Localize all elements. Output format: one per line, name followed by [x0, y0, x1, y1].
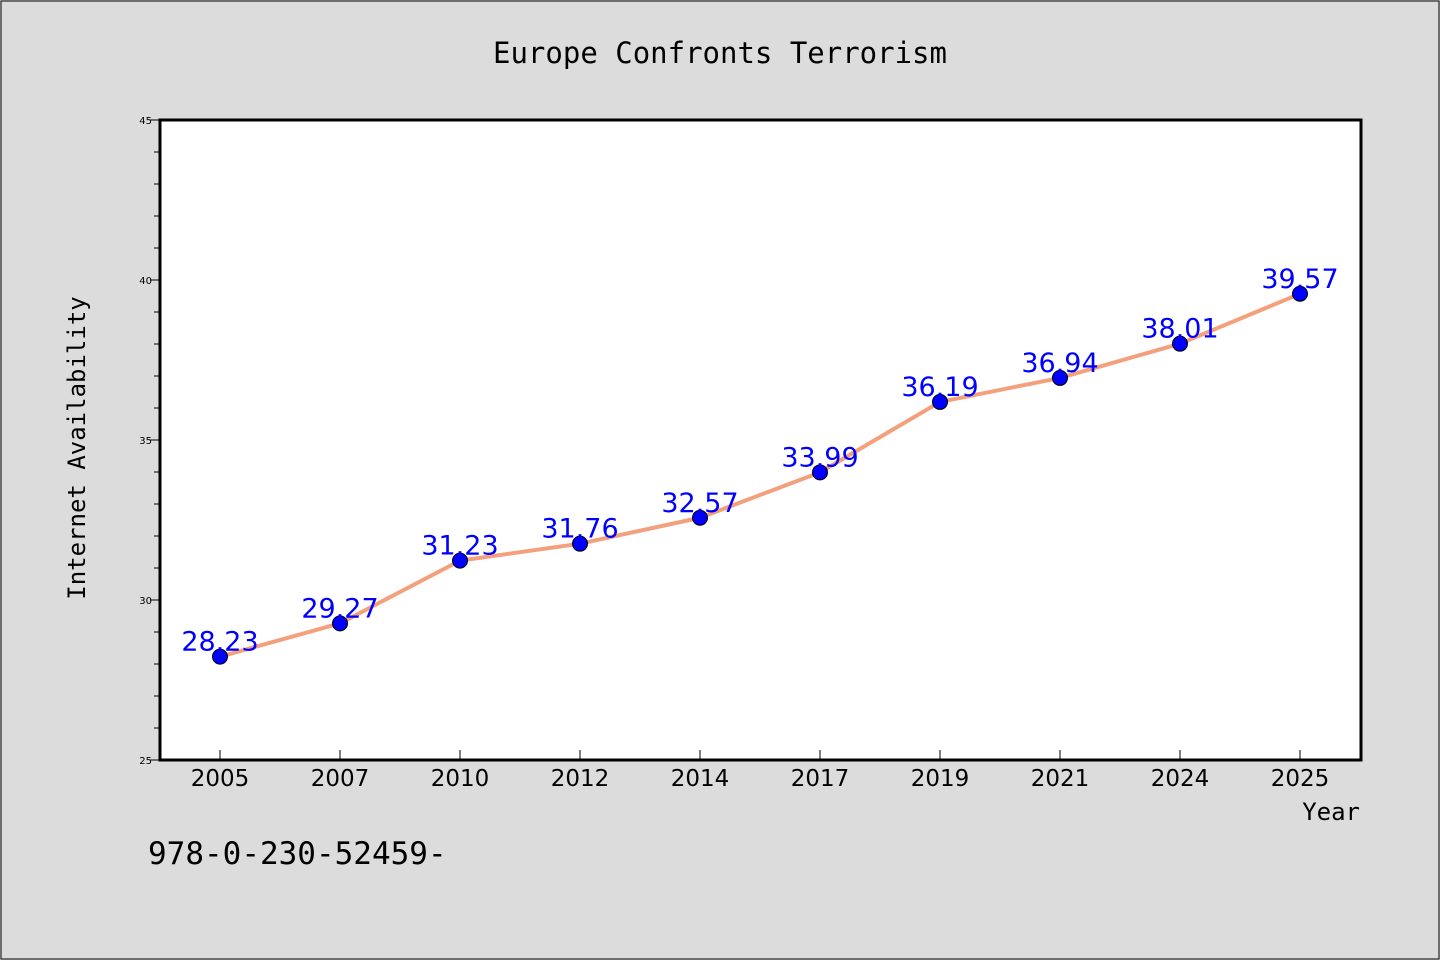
data-point [332, 615, 348, 632]
plot-area [160, 120, 1361, 760]
data-point [212, 648, 228, 665]
plot-frame [158, 118, 1363, 762]
series-line [218, 291, 1302, 659]
data-point [1172, 335, 1188, 352]
y-axis-label: Internet Availability [63, 296, 91, 599]
data-label: 29.27 [301, 593, 378, 624]
data-label: 36.94 [1021, 348, 1098, 379]
x-tick-label: 2019 [911, 766, 970, 792]
data-label: 32.57 [661, 488, 738, 519]
x-tick-label: 2014 [671, 766, 730, 792]
x-tick-label: 2007 [311, 766, 370, 792]
x-axis: 2005 2007 2010 2012 2014 2017 2019 2021 2024 2025 [191, 750, 1330, 792]
data-label: 36.19 [901, 372, 978, 403]
data-label: 31.23 [421, 531, 498, 562]
data-point [452, 552, 468, 569]
y-tick-label: 35 [139, 436, 152, 447]
isbn-text: 978-0-230-52459- [148, 836, 447, 872]
data-label: 33.99 [781, 442, 858, 473]
data-label: 38.01 [1141, 314, 1218, 345]
data-point [1052, 369, 1068, 386]
data-point [692, 509, 708, 526]
data-point [1292, 285, 1308, 302]
x-tick-label: 2025 [1271, 766, 1330, 792]
data-point [812, 464, 828, 481]
x-axis-label: Year [1302, 798, 1360, 826]
y-tick-label: 45 [139, 116, 152, 127]
data-label: 39.57 [1261, 264, 1338, 295]
x-tick-label: 2024 [1151, 766, 1210, 792]
data-point [572, 535, 588, 552]
data-labels: 28.23 29.27 31.23 31.76 32.57 33.99 36.19 36.94… [181, 264, 1338, 658]
y-tick-label: 40 [139, 276, 152, 287]
x-tick-label: 2021 [1031, 766, 1090, 792]
series-line-group [212, 285, 1308, 665]
x-tick-label: 2005 [191, 766, 250, 792]
y-tick-label: 25 [139, 756, 152, 767]
data-point [932, 393, 948, 410]
chart-title: Europe Confronts Terrorism [493, 36, 947, 70]
y-tick-label: 30 [139, 596, 152, 607]
data-label: 31.76 [541, 514, 618, 545]
x-tick-label: 2017 [791, 766, 850, 792]
data-label: 28.23 [181, 627, 258, 658]
x-tick-label: 2012 [551, 766, 610, 792]
x-tick-label: 2010 [431, 766, 490, 792]
